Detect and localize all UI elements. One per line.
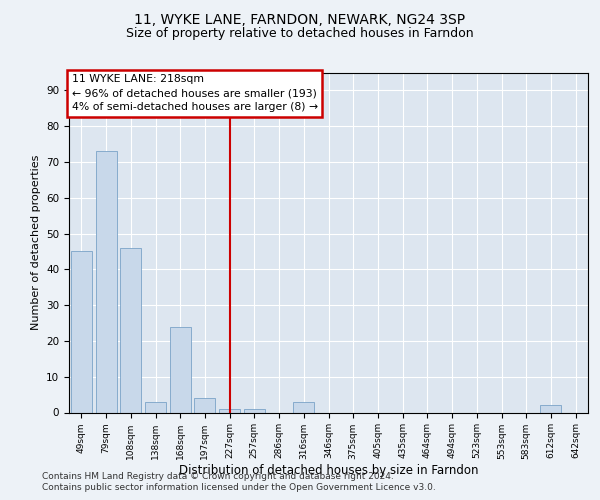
Bar [194,398,215,412]
Bar [71,252,92,412]
Text: 11 WYKE LANE: 218sqm
← 96% of detached houses are smaller (193)
4% of semi-detac: 11 WYKE LANE: 218sqm ← 96% of detached h… [71,74,318,112]
Bar [219,409,240,412]
Text: 11, WYKE LANE, FARNDON, NEWARK, NG24 3SP: 11, WYKE LANE, FARNDON, NEWARK, NG24 3SP [134,12,466,26]
Y-axis label: Number of detached properties: Number of detached properties [31,155,41,330]
Text: Size of property relative to detached houses in Farndon: Size of property relative to detached ho… [126,28,474,40]
Bar [293,402,314,412]
Bar [145,402,166,412]
X-axis label: Distribution of detached houses by size in Farndon: Distribution of detached houses by size … [179,464,478,477]
Bar [170,326,191,412]
Text: Contains HM Land Registry data © Crown copyright and database right 2024.: Contains HM Land Registry data © Crown c… [42,472,394,481]
Text: Contains public sector information licensed under the Open Government Licence v3: Contains public sector information licen… [42,483,436,492]
Bar [541,406,562,412]
Bar [120,248,141,412]
Bar [244,409,265,412]
Bar [95,151,116,412]
